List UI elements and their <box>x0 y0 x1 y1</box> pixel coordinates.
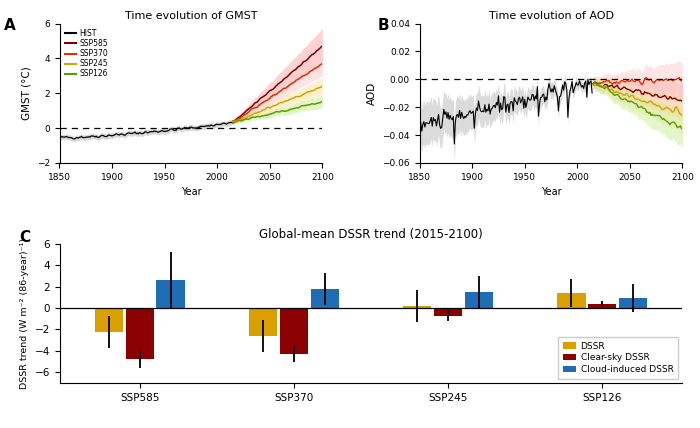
Text: A: A <box>4 18 16 33</box>
Bar <box>249 308 277 336</box>
Bar <box>588 304 617 308</box>
Bar <box>403 306 431 308</box>
Title: Global-mean DSSR trend (2015-2100): Global-mean DSSR trend (2015-2100) <box>259 228 483 241</box>
Bar <box>557 293 586 308</box>
Bar <box>94 308 123 332</box>
Y-axis label: DSSR trend (W m⁻² (86-year)⁻¹): DSSR trend (W m⁻² (86-year)⁻¹) <box>20 238 29 389</box>
Y-axis label: GMST (°C): GMST (°C) <box>21 66 31 120</box>
Bar <box>311 289 339 308</box>
Bar <box>619 298 648 308</box>
Title: Time evolution of AOD: Time evolution of AOD <box>489 12 614 21</box>
X-axis label: Year: Year <box>181 187 201 197</box>
Bar <box>434 308 462 315</box>
Bar <box>280 308 308 354</box>
Title: Time evolution of GMST: Time evolution of GMST <box>125 12 257 21</box>
Text: B: B <box>377 18 389 33</box>
Bar <box>465 292 493 308</box>
Y-axis label: AOD: AOD <box>367 82 377 105</box>
Legend: HIST, SSP585, SSP370, SSP245, SSP126: HIST, SSP585, SSP370, SSP245, SSP126 <box>63 27 110 80</box>
Legend: DSSR, Clear-sky DSSR, Cloud-induced DSSR: DSSR, Clear-sky DSSR, Cloud-induced DSSR <box>558 337 678 378</box>
Bar <box>156 280 185 308</box>
Bar <box>125 308 154 360</box>
Text: C: C <box>19 230 30 245</box>
X-axis label: Year: Year <box>541 187 561 197</box>
